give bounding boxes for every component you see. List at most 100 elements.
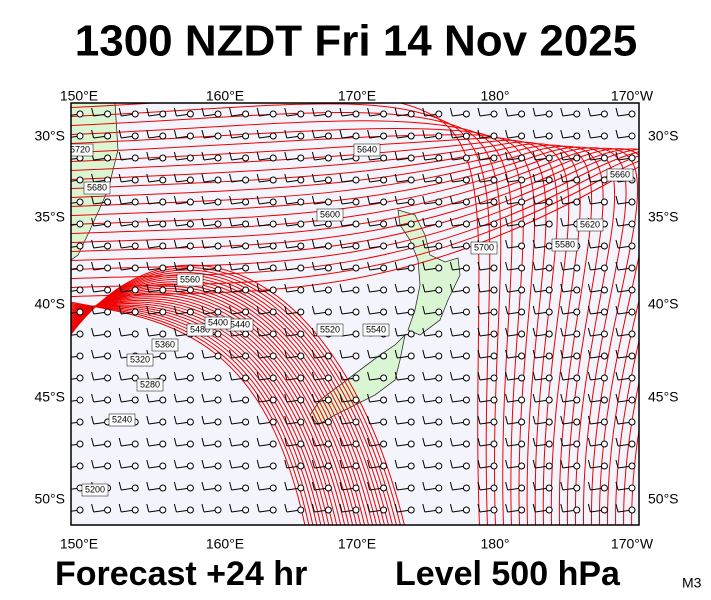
wind-barb	[505, 261, 509, 271]
station	[159, 132, 167, 140]
station	[104, 220, 112, 228]
wind-barb	[532, 459, 536, 469]
contour-line	[71, 264, 405, 525]
station	[407, 242, 415, 250]
wind-barb	[146, 173, 150, 183]
wind-barb	[422, 349, 426, 359]
wind-barb	[91, 327, 95, 337]
station	[242, 308, 250, 316]
wind-barb	[91, 393, 95, 403]
station	[518, 154, 526, 162]
station	[462, 462, 470, 470]
wind-barb	[449, 327, 453, 337]
station	[297, 330, 305, 338]
wind-barb	[118, 129, 122, 139]
wind-barb	[532, 503, 536, 513]
station	[297, 110, 305, 118]
wind-barb	[394, 415, 398, 425]
wind-barb	[256, 415, 260, 425]
level-label: Level 500 hPa	[395, 555, 621, 593]
station	[573, 264, 581, 272]
wind-barb	[587, 129, 591, 139]
station	[214, 132, 222, 140]
contour-label-box	[576, 218, 604, 232]
contour-label-box	[606, 168, 634, 182]
station	[242, 374, 250, 382]
station	[214, 242, 222, 250]
wind-barb	[532, 261, 536, 271]
wind-barb	[422, 371, 426, 381]
station	[435, 462, 443, 470]
wind-barb	[505, 195, 509, 205]
wind-barb	[367, 393, 371, 403]
station	[324, 418, 332, 426]
lon-label: 150°E	[60, 88, 98, 104]
wind-barb	[587, 107, 591, 117]
contour-label: 5620	[580, 219, 600, 229]
wind-barb	[146, 129, 150, 139]
wind-barb	[311, 503, 315, 513]
station	[380, 264, 388, 272]
station	[462, 242, 470, 250]
wind-barb	[311, 129, 315, 139]
wind-barb	[587, 261, 591, 271]
station	[242, 352, 250, 360]
wind-barb	[256, 151, 260, 161]
station	[159, 308, 167, 316]
station	[490, 418, 498, 426]
station	[435, 198, 443, 206]
station	[628, 352, 636, 360]
wind-barb	[532, 129, 536, 139]
wind-barb	[173, 129, 177, 139]
wind-barb	[505, 173, 509, 183]
station	[269, 242, 277, 250]
wind-barb	[449, 107, 453, 117]
wind-barb	[201, 503, 205, 513]
wind-barb	[587, 239, 591, 249]
wind-barb	[422, 437, 426, 447]
wind-barb	[367, 371, 371, 381]
station	[352, 286, 360, 294]
wind-barb	[64, 460, 66, 468]
station	[159, 440, 167, 448]
lon-label: 170°E	[338, 88, 376, 104]
wind-barb	[394, 305, 398, 315]
wind-barb	[587, 195, 591, 205]
wind-barb	[339, 195, 343, 205]
station	[159, 418, 167, 426]
wind-barb	[560, 305, 564, 315]
station	[104, 440, 112, 448]
station	[324, 220, 332, 228]
contour-line	[71, 281, 377, 525]
station	[159, 198, 167, 206]
wind-barb	[284, 239, 288, 249]
lat-label: 50°S	[34, 491, 65, 507]
station	[573, 396, 581, 404]
wind-barb	[64, 108, 66, 116]
station	[186, 418, 194, 426]
contour-label: 5600	[320, 209, 340, 219]
wind-barb	[118, 481, 122, 491]
station	[324, 396, 332, 404]
station	[380, 374, 388, 382]
wind-barb	[256, 195, 260, 205]
station	[545, 330, 553, 338]
wind-barb	[256, 173, 260, 183]
contour-label-box	[83, 181, 111, 195]
wind-barb	[256, 459, 260, 469]
station	[269, 264, 277, 272]
wind-barb	[422, 503, 426, 513]
wind-barb	[118, 173, 122, 183]
wind-barb	[201, 129, 205, 139]
station	[407, 264, 415, 272]
station	[214, 352, 222, 360]
wind-barb	[532, 173, 536, 183]
station	[573, 286, 581, 294]
wind-barb	[64, 152, 66, 160]
station	[628, 484, 636, 492]
station	[435, 308, 443, 316]
wind-barb	[615, 195, 619, 205]
station	[186, 198, 194, 206]
